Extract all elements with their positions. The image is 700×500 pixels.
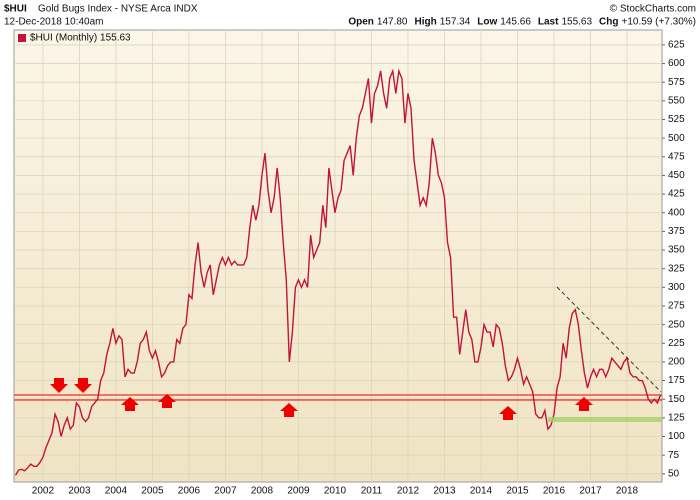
plot-area: [13, 29, 663, 483]
y-tick-label: 175: [668, 375, 685, 386]
x-tick-label: 2014: [470, 486, 493, 497]
trendline: [556, 286, 662, 393]
y-tick-label: 575: [668, 77, 685, 88]
x-tick-label: 2006: [178, 486, 201, 497]
x-tick-label: 2011: [361, 486, 383, 497]
y-tick-label: 50: [668, 468, 680, 479]
y-tick-label: 600: [668, 58, 685, 69]
y-tick-label: 275: [668, 301, 685, 312]
x-tick-label: 2007: [214, 486, 237, 497]
up-arrow: [121, 397, 139, 411]
x-tick-label: 2008: [251, 486, 274, 497]
up-arrow: [280, 403, 298, 417]
y-tick-label: 450: [668, 170, 685, 181]
symbol: $HUI: [4, 4, 27, 15]
y-tick-label: 100: [668, 431, 685, 442]
y-tick-label: 400: [668, 207, 685, 218]
x-tick-label: 2015: [506, 486, 529, 497]
x-tick-label: 2004: [105, 486, 128, 497]
y-tick-label: 375: [668, 226, 685, 237]
index-name: Gold Bugs Index - NYSE Arca INDX: [38, 4, 198, 15]
quote: Open 147.80 High 157.34 Low 145.66 Last 155.63 C…: [348, 17, 696, 28]
copyright: © StockCharts.com: [610, 4, 696, 15]
x-tick-label: 2017: [579, 486, 602, 497]
date: 12-Dec-2018 10:40am: [4, 17, 104, 28]
down-arrow: [74, 378, 92, 393]
y-tick-label: 625: [668, 40, 685, 51]
y-tick-label: 350: [668, 245, 685, 256]
x-tick-label: 2005: [141, 486, 164, 497]
y-tick-label: 425: [668, 189, 685, 200]
up-arrow: [575, 397, 593, 411]
y-tick-label: 550: [668, 95, 685, 106]
y-tick-label: 75: [668, 450, 680, 461]
x-tick-label: 2010: [324, 486, 347, 497]
y-tick-label: 125: [668, 412, 685, 423]
up-arrow: [499, 406, 517, 420]
quote-value: +10.59 (+7.30%): [622, 17, 697, 28]
quote-value: 147.80: [377, 17, 408, 28]
x-tick-label: 2002: [32, 486, 55, 497]
y-tick-label: 150: [668, 394, 685, 405]
x-tick-label: 2016: [543, 486, 566, 497]
down-arrow: [50, 378, 68, 393]
legend-label: $HUI (Monthly) 155.63: [30, 33, 131, 44]
up-arrow: [158, 394, 176, 408]
x-tick-label: 2003: [68, 486, 91, 497]
quote-label: Low: [477, 17, 497, 28]
quote-label: Chg: [599, 17, 618, 28]
y-tick-label: 200: [668, 357, 685, 368]
plot: 50 75 100 125 150 175 200 225 250 275 300 325 350 375…: [14, 30, 685, 497]
quote-value: 155.63: [561, 17, 592, 28]
y-tick-label: 325: [668, 263, 685, 274]
quote-label: High: [414, 17, 436, 28]
y-tick-label: 250: [668, 319, 685, 330]
support-band: [548, 417, 662, 422]
quote-label: Open: [348, 17, 374, 28]
annotations: [14, 286, 662, 422]
x-tick-label: 2009: [287, 486, 310, 497]
quote-label: Last: [538, 17, 559, 28]
x-tick-label: 2013: [433, 486, 456, 497]
y-tick-label: 225: [668, 338, 685, 349]
quote-value: 157.34: [440, 17, 471, 28]
quote-value: 145.66: [500, 17, 531, 28]
x-tick-label: 2012: [397, 486, 420, 497]
y-tick-label: 500: [668, 133, 685, 144]
legend-swatch: [18, 34, 26, 42]
x-tick-label: 2018: [616, 486, 639, 497]
y-tick-label: 475: [668, 151, 685, 162]
y-tick-label: 300: [668, 282, 685, 293]
y-tick-label: 525: [668, 114, 685, 125]
